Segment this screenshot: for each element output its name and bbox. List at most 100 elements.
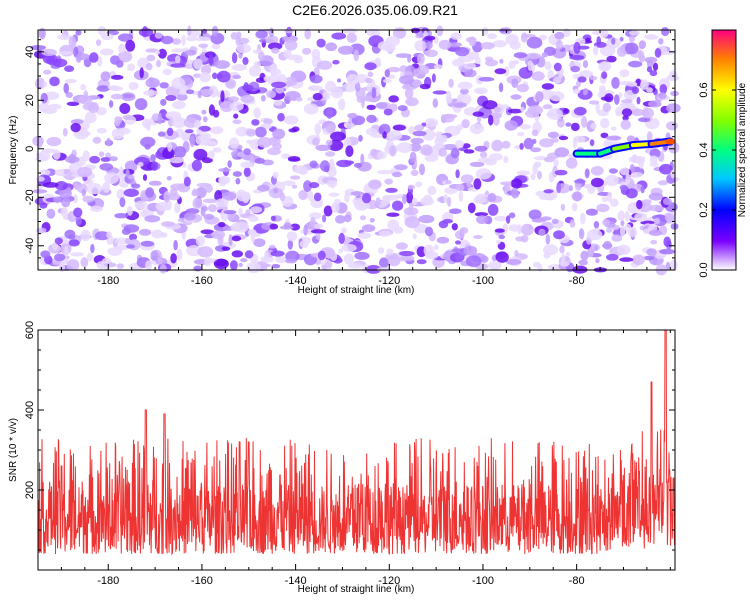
spectrogram-cell: [618, 92, 623, 99]
spectrogram-cell: [195, 186, 207, 198]
spectrogram-cell: [473, 196, 487, 204]
spectrogram-cell: [669, 70, 678, 80]
spectrogram-cell: [649, 155, 658, 164]
spectrogram-cell: [659, 163, 673, 175]
spectrogram-cell: [203, 213, 215, 220]
spectrogram-cell: [314, 123, 322, 135]
spectrogram-cell: [553, 62, 562, 72]
spectrogram-cell: [169, 156, 185, 164]
spectrogram-cell: [657, 180, 668, 186]
spectrogram-cell: [530, 173, 536, 181]
spectrogram-cell: [574, 179, 586, 184]
spectrogram-cell: [286, 231, 298, 242]
spectrogram-cell: [250, 232, 255, 243]
spectrogram-cell: [108, 100, 114, 108]
spectrogram-cell: [310, 229, 326, 234]
spectrogram-cell: [237, 192, 243, 197]
spectrogram-cell: [625, 173, 631, 185]
spectrogram-cell: [641, 199, 652, 205]
spectrogram-cell: [200, 64, 212, 75]
spectrogram-cell: [605, 174, 619, 187]
snr-y-tick-label: 400: [24, 401, 36, 419]
spectrogram-cell: [587, 184, 596, 195]
spectrogram-cell: [354, 251, 370, 260]
spectrogram-cell: [341, 28, 358, 34]
spectrogram-cell: [137, 161, 144, 167]
spectrogram-cell: [508, 212, 516, 219]
spectrogram-cell: [469, 123, 484, 135]
spectrogram-cell: [600, 29, 609, 38]
spectrogram-cell: [82, 150, 90, 162]
spectrogram-cell: [616, 46, 627, 57]
spectrogram-cell: [36, 176, 45, 182]
spectrogram-cell: [377, 170, 393, 175]
spectrogram-cell: [74, 182, 79, 191]
spectrogram-cell: [447, 42, 462, 48]
spectrogram-cell: [285, 250, 300, 262]
spectrogram-cell: [438, 39, 452, 50]
spectrogram-cell: [648, 204, 665, 212]
spectrogram-cell: [225, 78, 237, 89]
spectrogram-cell: [649, 162, 660, 167]
spectrogram-cell: [106, 231, 112, 239]
spectrogram-cell: [220, 90, 225, 103]
spectrogram-cell: [251, 119, 260, 126]
spectrogram-cell: [630, 172, 643, 178]
spectrogram-cell: [167, 141, 173, 152]
spectrogram-cell: [358, 203, 371, 209]
spectrogram-cell: [505, 259, 522, 265]
spectrogram-cell: [463, 149, 475, 154]
spectrogram-cell: [513, 52, 528, 59]
spectrogram-cell: [482, 27, 489, 36]
spectrogram-cell: [247, 229, 257, 236]
spectrogram-cell: [242, 84, 254, 92]
spectrogram-cell: [592, 45, 599, 56]
spectrogram-cell: [614, 94, 620, 105]
spectrogram-cell: [366, 83, 372, 93]
spectrogram-cell: [284, 39, 298, 51]
spectrogram-cell: [404, 216, 420, 229]
spectrogram-cell: [170, 253, 177, 264]
spectrogram-cell: [36, 227, 47, 234]
spectrogram-cell: [87, 101, 100, 114]
spectrogram-cell: [463, 245, 478, 256]
spectrogram-cell: [195, 235, 205, 246]
spectrogram-cell: [107, 85, 120, 90]
spectrogram-cell: [349, 43, 365, 56]
spectrogram-cell: [103, 262, 117, 268]
spectrogram-cell: [646, 131, 653, 142]
spectrogram-cell: [243, 167, 251, 178]
spectrogram-cell: [547, 131, 560, 139]
spectrogram-cell: [284, 259, 297, 264]
spectrogram-cell: [272, 171, 279, 179]
colorbar-tick-label: 0.4: [698, 142, 710, 157]
spectrogram-cell: [433, 64, 443, 69]
spectrogram-cell: [165, 95, 177, 101]
spectrogram-cell: [499, 28, 510, 33]
spectrogram-cell: [166, 176, 172, 181]
spectrogram-cell: [198, 43, 209, 48]
spectrogram-cell: [68, 239, 80, 247]
spectrogram-cell: [231, 52, 238, 64]
spectrogram-cell: [551, 218, 559, 224]
spectrogram-cell: [277, 112, 285, 122]
spectrogram-cell: [134, 200, 148, 210]
spectrogram-cell: [40, 250, 51, 258]
spectrogram-cell: [601, 196, 609, 203]
spectrogram-cell: [589, 76, 598, 81]
spectrogram-cell: [55, 181, 68, 191]
spectrogram-cell: [498, 234, 506, 240]
spectrogram-cell: [414, 124, 425, 132]
spectrogram-cell: [387, 130, 403, 141]
spectrogram-cell: [271, 47, 280, 54]
spectrogram-cell: [498, 82, 504, 93]
spectrogram-cell: [325, 42, 338, 52]
spectrogram-cell: [268, 244, 276, 249]
spectrogram-cell: [565, 157, 578, 169]
spectrogram-cell: [280, 225, 294, 230]
spectrogram-cell: [62, 127, 68, 137]
spectrogram-cell: [582, 60, 589, 69]
spectrogram-ridge: [572, 137, 676, 158]
spectrogram-cell: [507, 108, 523, 114]
spectrogram-cell: [123, 188, 139, 197]
